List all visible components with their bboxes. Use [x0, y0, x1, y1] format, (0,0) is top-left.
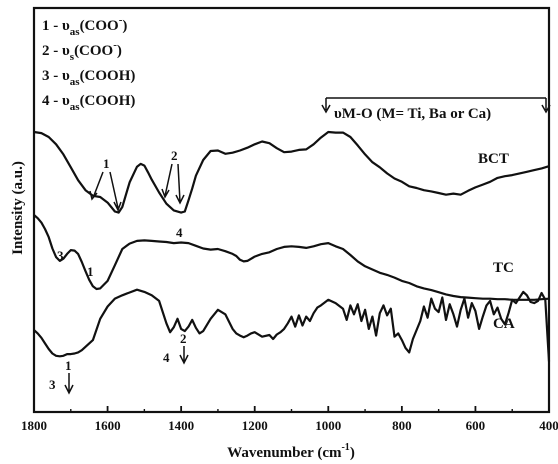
x-tick-label: 400: [539, 418, 558, 433]
legend-item-subscript: as: [70, 76, 81, 88]
annotation-tc-1: 1: [87, 264, 94, 279]
legend-item-group: (COO: [74, 43, 113, 59]
mo-bracket: υM-O (M= Ti, Ba or Ca): [321, 97, 551, 122]
mo-bracket-arrow-left: [321, 98, 331, 114]
spectrum-ca: [33, 288, 551, 362]
series-label-tc: TC: [493, 260, 514, 276]
legend-item-superscript: -: [119, 14, 123, 26]
spectra: [33, 130, 551, 362]
annotation-bct-2: 2: [171, 148, 178, 163]
y-axis-title: Intensity (a.u.): [10, 161, 26, 255]
legend-item-close: ): [122, 18, 127, 34]
annotation-ca-1: 1: [65, 358, 72, 373]
x-tick-label: 1000: [315, 418, 341, 433]
legend-item: 3 - υas(COOH): [42, 68, 135, 88]
x-ticks: 1800 1600 1400 1200 1000 800 600 400: [21, 406, 558, 433]
spectrum-bct: [33, 130, 550, 214]
legend-item-subscript: as: [70, 26, 81, 38]
x-tick-label: 1400: [168, 418, 194, 433]
annotation-tc-4: 4: [176, 225, 183, 240]
legend-item: 1 - υas(COO-): [42, 14, 127, 38]
legend-item-group: (COO: [80, 18, 119, 34]
series-label-bct: BCT: [478, 151, 509, 167]
legend-item-number: 4 - υ: [42, 93, 70, 109]
x-axis-title-main: Wavenumber (cm: [227, 445, 342, 461]
legend-item-subscript: s: [70, 51, 75, 63]
annotation-bct-1: 1: [103, 156, 110, 171]
annotation-ca-2: 2: [180, 331, 187, 346]
annotation-tc-3: 3: [57, 248, 64, 263]
x-axis-title-tail: ): [350, 445, 355, 461]
annotation-bct-1-arrow-b: [109, 171, 122, 212]
legend-item-close: ): [117, 43, 122, 59]
x-axis-title-sup: -1: [341, 442, 349, 453]
annotation-ca-4: 4: [163, 350, 170, 365]
series-label-ca: CA: [493, 316, 515, 332]
annotation-ca-2-arrow: [179, 346, 189, 365]
legend: 1 - υas(COO-)2 - υs(COO-)3 - υas(COOH)4 …: [42, 14, 135, 113]
x-axis-title: Wavenumber (cm-1): [227, 442, 355, 461]
x-tick-label: 1800: [21, 418, 47, 433]
x-tick-label: 1200: [242, 418, 268, 433]
legend-item: 2 - υs(COO-): [42, 39, 122, 63]
legend-item-number: 1 - υ: [42, 18, 70, 34]
legend-item-number: 3 - υ: [42, 68, 70, 84]
mo-bracket-label: υM-O (M= Ti, Ba or Ca): [334, 106, 491, 122]
legend-item-number: 2 - υ: [42, 43, 70, 59]
legend-item-superscript: -: [113, 39, 117, 51]
spectrum-tc: [33, 214, 550, 301]
peak-annotations: 1 2 3 1 4 3 1 4 2: [49, 148, 189, 395]
annotation-bct-2-arrow-a: [161, 163, 173, 199]
x-tick-label: 600: [466, 418, 486, 433]
x-tick-label: 1600: [95, 418, 121, 433]
legend-item-group: (COOH): [80, 93, 136, 109]
annotation-ca-3: 3: [49, 377, 56, 392]
annotation-bct-1-arrow-a: [89, 171, 104, 201]
legend-item: 4 - υas(COOH): [42, 93, 135, 113]
annotation-bct-2-arrow-b: [175, 163, 185, 205]
x-tick-label: 800: [392, 418, 412, 433]
annotation-ca-1-arrow: [64, 373, 74, 395]
mo-bracket-arrow-right: [541, 98, 551, 114]
legend-item-subscript: as: [70, 101, 81, 113]
legend-item-group: (COOH): [80, 68, 136, 84]
